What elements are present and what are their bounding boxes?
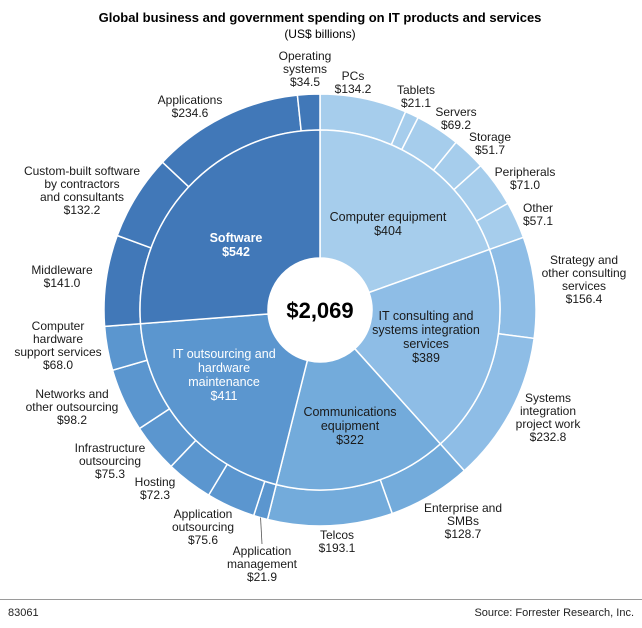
label-it-outsourcing-and-hardware-maintenance-value: $411	[211, 389, 238, 403]
label-peripherals-value: $71.0	[510, 178, 540, 192]
label-software: Software $542	[210, 231, 263, 259]
label-telcos: Telcos $193.1	[319, 528, 356, 555]
label-communications-equipment-value: $322	[336, 433, 364, 447]
label-operating-systems: Operating systems $34.5	[279, 49, 332, 89]
label-computer-equipment: Computer equipment $404	[330, 210, 447, 238]
label-other-value: $57.1	[523, 214, 553, 228]
inner-ring	[139, 129, 501, 491]
chart-subtitle: (US$ billions)	[284, 27, 355, 41]
label-application-management: Application management $21.9	[227, 544, 298, 584]
label-application-outsourcing-value: $75.6	[188, 533, 218, 547]
label-storage-value: $51.7	[475, 143, 505, 157]
label-it-outsourcing-and-hardware-maintenance: IT outsourcing and hardware maintenance $41…	[172, 347, 275, 403]
label-hosting: Hosting $72.3	[135, 475, 176, 502]
label-it-consulting-and-systems-integration-services: IT consulting and systems integration serv…	[372, 309, 480, 365]
label-networks-and-other-outsourcing-value: $98.2	[57, 413, 87, 427]
label-pcs-value: $134.2	[335, 82, 372, 96]
label-peripherals: Peripherals $71.0	[495, 165, 556, 192]
total-label: $2,069	[286, 298, 353, 323]
label-computer-hardware-support-services-value: $68.0	[43, 358, 73, 372]
segment-operating-systems	[296, 93, 321, 132]
label-hosting-value: $72.3	[140, 488, 170, 502]
category-labels: Computer equipment $404 IT consulting and s…	[172, 210, 480, 447]
source-note: Source: Forrester Research, Inc.	[474, 607, 634, 619]
label-servers: Servers $69.2	[435, 105, 476, 132]
label-enterprise-and-smbs-value: $128.7	[445, 527, 482, 541]
label-application-management-value: $21.9	[247, 570, 277, 584]
label-middleware: Middleware $141.0	[31, 263, 93, 290]
label-servers-value: $69.2	[441, 118, 471, 132]
figure-id: 83061	[8, 607, 39, 619]
label-other: Other $57.1	[523, 201, 553, 228]
label-networks-and-other-outsourcing: Networks and other outsourcing $98.2	[26, 387, 119, 427]
sunburst-chart: Global business and government spending …	[14, 10, 626, 584]
leader-line	[260, 517, 263, 545]
center-hole	[268, 258, 372, 362]
footer: 83061 Source: Forrester Research, Inc.	[0, 599, 642, 628]
label-tablets: Tablets $21.1	[397, 83, 435, 110]
chart-title: Global business and government spending …	[99, 10, 542, 25]
label-computer-equipment-value: $404	[374, 224, 402, 238]
label-computer-hardware-support-services: Computer hardware support services $68.0	[14, 319, 101, 372]
label-tablets-value: $21.1	[401, 96, 431, 110]
label-systems-integration-project-work: Systems integration project work $232.8	[516, 391, 582, 444]
label-custom-built-software-by-contractors-and-consultants: Custom-built software by contractors and c…	[24, 164, 140, 217]
label-middleware-value: $141.0	[44, 276, 81, 290]
label-operating-systems-value: $34.5	[290, 75, 320, 89]
label-strategy-and-other-consulting-services: Strategy and other consulting services $156…	[542, 253, 627, 306]
label-infrastructure-outsourcing-value: $75.3	[95, 467, 125, 481]
label-application-outsourcing: Application outsourcing $75.6	[172, 507, 234, 547]
label-software-value: $542	[222, 245, 250, 259]
label-it-consulting-and-systems-integration-services-value: $389	[412, 351, 440, 365]
label-infrastructure-outsourcing: Infrastructure outsourcing $75.3	[75, 441, 146, 481]
label-communications-equipment: Communications equipment $322	[303, 405, 396, 447]
label-pcs: PCs $134.2	[335, 69, 372, 96]
label-applications-value: $234.6	[172, 106, 209, 120]
label-telcos-value: $193.1	[319, 541, 356, 555]
label-storage: Storage $51.7	[469, 130, 511, 157]
label-custom-built-software-by-contractors-and-consultants-value: $132.2	[64, 203, 101, 217]
label-applications: Applications $234.6	[158, 93, 223, 120]
label-systems-integration-project-work-value: $232.8	[530, 430, 567, 444]
label-strategy-and-other-consulting-services-value: $156.4	[566, 292, 603, 306]
label-enterprise-and-smbs: Enterprise and SMBs $128.7	[424, 501, 502, 541]
